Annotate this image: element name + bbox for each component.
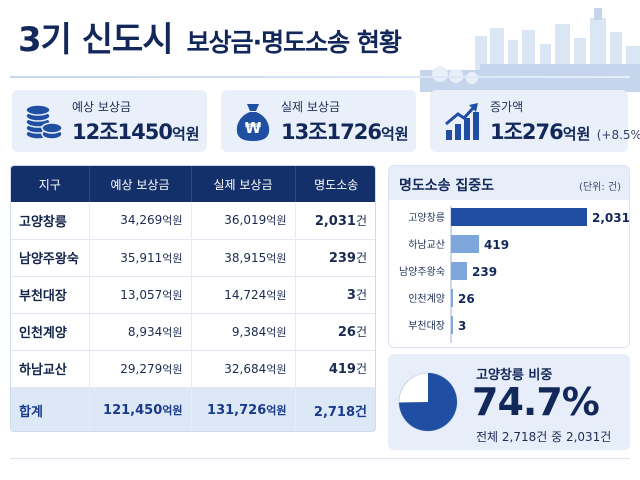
expected-compensation-value: 12조1450억원 — [72, 120, 200, 144]
cell-actual: 9,384억원 — [191, 313, 296, 350]
growth-chart-icon — [445, 103, 479, 140]
cell-suits: 419건 — [328, 362, 367, 377]
total-suits: 2,718건 — [313, 404, 367, 420]
bar — [451, 316, 453, 334]
cell-actual: 32,684억원 — [191, 350, 296, 387]
chart-header: 명도소송 집중도 (단위: 건) — [389, 166, 629, 200]
cell-expected: 8,934억원 — [89, 313, 192, 350]
cell-district: 부천대장 — [11, 276, 90, 313]
summary-cards: 예상 보상금 12조1450억원 ₩ 실제 보상금 13조1726억원 증가액 … — [12, 90, 640, 152]
bar — [451, 262, 468, 280]
cell-suits: 239건 — [328, 251, 367, 266]
total-label: 합계 — [11, 387, 90, 431]
cell-expected: 29,279억원 — [89, 350, 192, 387]
actual-compensation-card: ₩ 실제 보상금 13조1726억원 — [221, 90, 416, 152]
bar-category-label: 인천계양 — [408, 293, 445, 305]
share-pie-chart — [398, 372, 458, 432]
cell-actual: 14,724억원 — [191, 276, 296, 313]
bar-value-label: 239 — [472, 265, 497, 279]
table-row: 인천계양 8,934억원 9,384억원 26건 — [11, 313, 375, 350]
bar — [451, 208, 587, 226]
cell-expected: 13,057억원 — [89, 276, 192, 313]
chart-unit-note: (단위: 건) — [579, 182, 621, 193]
cell-actual: 38,915억원 — [191, 239, 296, 276]
bar-category-label: 부천대장 — [408, 320, 445, 332]
header-actual: 실제 보상금 — [191, 166, 296, 202]
share-note: 전체 2,718건 중 2,031건 — [476, 430, 612, 444]
money-bag-icon: ₩ — [236, 104, 270, 141]
bar-category-label: 고양창릉 — [408, 212, 445, 224]
bar-category-label: 남양주왕숙 — [399, 266, 445, 278]
header-expected: 예상 보상금 — [89, 166, 192, 202]
bar-value-label: 419 — [484, 238, 509, 252]
cell-district: 인천계양 — [11, 313, 90, 350]
bar — [451, 235, 480, 253]
cell-actual: 36,019억원 — [191, 202, 296, 239]
header-district: 지구 — [11, 166, 90, 202]
bar-value-label: 3 — [458, 319, 466, 333]
cell-suits: 2,031건 — [314, 213, 367, 229]
chart-title: 명도소송 집중도 — [399, 178, 495, 194]
table-row: 하남교산 29,279억원 32,684억원 419건 — [11, 350, 375, 387]
expected-compensation-card: 예상 보상금 12조1450억원 — [12, 90, 207, 152]
bar-chart: 고양창릉 2,031 하남교산 419 남양주왕숙 239 인천계양 26 부천대장 3 — [399, 206, 629, 343]
cell-expected: 34,269억원 — [89, 202, 192, 239]
title-divider — [10, 76, 630, 78]
bar — [451, 289, 453, 307]
cell-suits: 26건 — [337, 325, 367, 340]
table-total-row: 합계 121,450억원 131,726억원 2,718건 — [11, 387, 375, 431]
lawsuit-concentration-chart: 명도소송 집중도 (단위: 건) 고양창릉 2,031 하남교산 419 남양주왕숙 23… — [388, 165, 630, 348]
header-suits: 명도소송 — [314, 177, 359, 192]
share-label: 고양창릉 비중 — [476, 368, 553, 383]
pie-slice-main — [399, 373, 457, 431]
coins-stack-icon — [25, 104, 63, 140]
share-value: 74.7% — [472, 380, 600, 424]
table-header-row: 지구 예상 보상금 실제 보상금 명도소송 — [11, 166, 375, 202]
increase-card: 증가액 1조276억원 (+8.5%) — [430, 90, 640, 152]
district-table: 지구 예상 보상금 실제 보상금 명도소송 고양창릉 34,269억원 36,0… — [10, 165, 376, 432]
total-actual: 131,726억원 — [191, 387, 296, 431]
bar-value-label: 2,031 — [592, 211, 629, 225]
actual-compensation-label: 실제 보상금 — [281, 100, 341, 114]
title-main: 3기 신도시 — [18, 20, 174, 60]
table-row: 남양주왕숙 35,911억원 38,915억원 239건 — [11, 239, 375, 276]
cell-expected: 35,911억원 — [89, 239, 192, 276]
table-row: 부천대장 13,057억원 14,724억원 3건 — [11, 276, 375, 313]
total-expected: 121,450억원 — [89, 387, 192, 431]
svg-text:₩: ₩ — [245, 119, 262, 137]
table-row: 고양창릉 34,269억원 36,019억원 2,031건 — [11, 202, 375, 239]
increase-value: 1조276억원 (+8.5%) — [490, 120, 640, 144]
bottom-divider — [10, 458, 630, 459]
cell-district: 고양창릉 — [11, 202, 90, 239]
expected-compensation-label: 예상 보상금 — [72, 100, 132, 114]
cell-district: 남양주왕숙 — [11, 239, 90, 276]
bar-category-label: 하남교산 — [408, 238, 445, 251]
title-subtitle: 보상금·명도소송 현황 — [186, 28, 402, 57]
cell-suits: 3건 — [346, 288, 367, 303]
actual-compensation-value: 13조1726억원 — [281, 120, 409, 144]
increase-label: 증가액 — [490, 100, 524, 114]
bar-value-label: 26 — [458, 292, 475, 306]
city-skyline-illustration — [420, 8, 640, 92]
page-title: 3기 신도시 보상금·명도소송 현황 — [18, 12, 402, 61]
cell-district: 하남교산 — [11, 350, 90, 387]
share-panel: 고양창릉 비중 74.7% 전체 2,718건 중 2,031건 — [388, 354, 630, 450]
